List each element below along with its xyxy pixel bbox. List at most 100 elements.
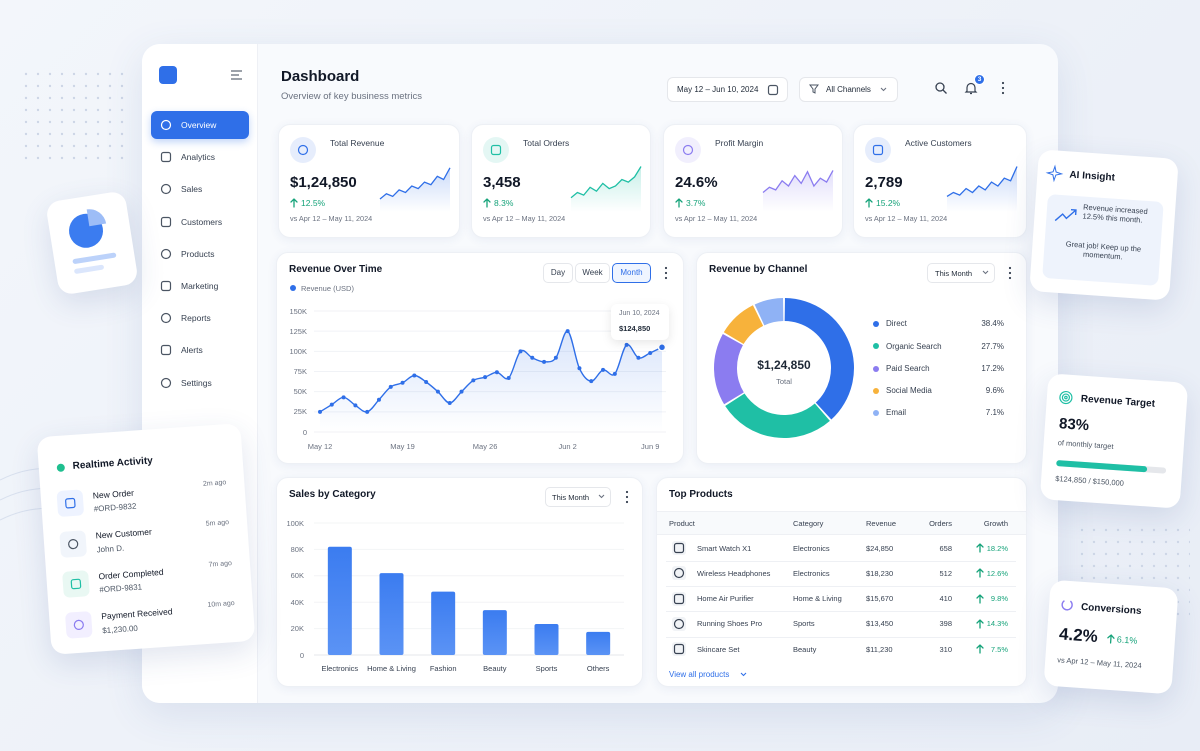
kpi-card (663, 124, 843, 238)
table-cell: 398 (939, 619, 952, 629)
nav-item[interactable]: Alerts (181, 345, 203, 356)
menu-dot (625, 500, 629, 504)
filter-icon (809, 84, 819, 94)
line-point (388, 384, 393, 389)
donut-center-value: $1,24,850 (757, 357, 811, 372)
product-name: Skincare Set (697, 644, 740, 654)
icon (673, 568, 685, 579)
nav-item[interactable]: Overview (181, 119, 217, 130)
date-range-button[interactable] (667, 77, 788, 102)
menu-dot (1001, 91, 1005, 95)
conversion-change: 6.1% (1116, 634, 1138, 646)
time-tab[interactable] (543, 263, 573, 283)
chevron-icon (880, 87, 887, 91)
menu-dot (1008, 276, 1012, 280)
nav-item[interactable]: Products (181, 248, 215, 259)
kpi-sparkline (379, 167, 451, 212)
icon-shape (160, 248, 172, 259)
kpi-value: 3,458 (483, 174, 521, 191)
filter-button[interactable] (927, 263, 995, 283)
nav-item[interactable]: Analytics (181, 152, 216, 163)
chevron-shape (982, 270, 989, 275)
product-thumb (672, 541, 686, 555)
card-title: Revenue Target (1080, 393, 1156, 410)
kpi-change: 12.5% (301, 197, 326, 208)
nav-item[interactable]: Customers (181, 216, 223, 227)
line-point (459, 389, 464, 394)
kpi-card (278, 124, 460, 238)
filter-button[interactable] (545, 487, 611, 507)
kpi-change: 8.3% (494, 197, 514, 208)
kpi-title: Profit Margin (715, 137, 764, 148)
more-menu[interactable] (625, 490, 629, 504)
x-tick-label: Others (586, 663, 610, 673)
time-tab-label[interactable]: Month (620, 268, 643, 278)
tooltip (611, 304, 669, 340)
kpi-title: Total Revenue (330, 137, 385, 148)
filter-label[interactable]: This Month (552, 492, 590, 502)
up-arrow-icon (976, 543, 984, 553)
icon (160, 248, 172, 259)
activity-title: Payment Received (100, 606, 173, 622)
line-point (624, 342, 629, 347)
kpi-title: Active Customers (905, 137, 972, 148)
date-range[interactable]: May 12 – Jun 10, 2024 (677, 84, 759, 94)
menu-dot (625, 490, 629, 494)
activity-detail: John D. (96, 543, 125, 555)
arrow-shape (976, 568, 984, 578)
view-all-link[interactable]: View all products (669, 670, 730, 680)
sparkline (570, 166, 642, 199)
line-point (518, 349, 523, 354)
nav-item[interactable]: Marketing (181, 280, 219, 291)
line-point (506, 375, 511, 380)
nav-item[interactable]: Sales (181, 184, 203, 195)
time-tab[interactable] (575, 263, 610, 283)
icon (160, 119, 172, 131)
icon-shape (160, 280, 172, 292)
kpi-icon-bg (675, 137, 701, 163)
bar (327, 546, 352, 655)
icon-shape (490, 144, 502, 156)
line-point (648, 350, 653, 355)
chart-title: Revenue by Channel (709, 264, 808, 275)
menu-toggle[interactable] (231, 70, 243, 80)
more-menu[interactable] (1008, 266, 1012, 280)
icon-shape (160, 377, 172, 388)
pie-illustration (86, 209, 107, 227)
more-menu[interactable] (1001, 81, 1005, 95)
kpi-value: 24.6% (675, 174, 718, 191)
notifications-button[interactable] (964, 82, 978, 95)
legend-dot (873, 343, 879, 350)
icon-shape (297, 144, 309, 156)
channel-filter[interactable]: All Channels (826, 84, 871, 94)
kpi-change: 3.7% (686, 197, 706, 208)
chevron-shape (740, 672, 747, 677)
kpi-icon-bg (483, 137, 509, 163)
nav-item[interactable]: Settings (181, 377, 212, 388)
table-cell: 310 (939, 644, 952, 654)
x-tick-label: May 19 (390, 441, 415, 451)
more-menu[interactable] (664, 266, 668, 280)
activity-detail: #ORD-9831 (99, 582, 143, 595)
icon (160, 313, 172, 324)
time-tab-label[interactable]: Day (550, 268, 566, 278)
icon-shape (73, 619, 84, 630)
icon-shape (65, 497, 76, 509)
icon (767, 84, 779, 95)
time-tab-label[interactable]: Week (582, 268, 603, 278)
y-tick-label: 0 (299, 650, 304, 660)
line-point (353, 403, 358, 408)
up-arrow-icon (976, 593, 984, 604)
search-button[interactable] (935, 82, 947, 94)
legend-label: Email (886, 408, 907, 418)
chevron-icon (740, 672, 747, 677)
filter-label[interactable]: This Month (935, 268, 973, 278)
target-ring (1061, 393, 1071, 402)
x-tick-label: Beauty (483, 663, 507, 673)
bar (534, 623, 559, 655)
target-icon (1059, 390, 1073, 405)
page-subtitle: Overview of key business metrics (281, 91, 422, 103)
time-tab[interactable] (612, 263, 651, 283)
table-cell: 12.6% (986, 568, 1008, 578)
nav-item[interactable]: Reports (181, 313, 211, 324)
